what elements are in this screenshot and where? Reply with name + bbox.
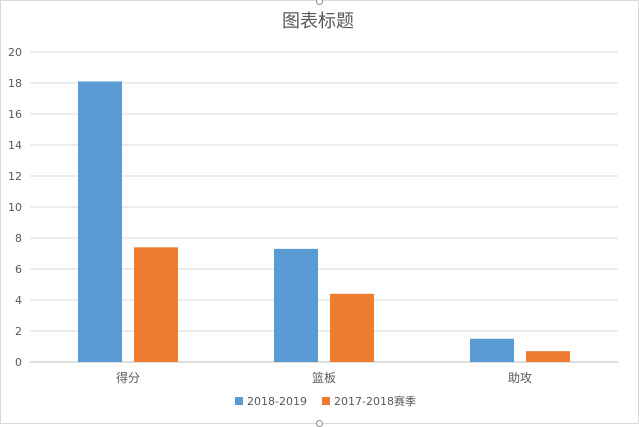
y-tick-label: 8 <box>15 232 22 245</box>
y-tick-label: 6 <box>15 263 22 276</box>
legend: 2018-2019 2017-2018赛季 <box>235 394 416 408</box>
bar[interactable] <box>470 338 514 362</box>
legend-swatch <box>322 397 330 405</box>
chart-title: 图表标题 <box>282 11 354 32</box>
legend-swatch <box>235 397 243 405</box>
bars <box>78 81 570 362</box>
y-tick-label: 4 <box>15 294 22 307</box>
bar[interactable] <box>78 81 122 362</box>
y-axis-ticks: 0 2 4 6 8 10 12 14 16 18 20 <box>8 46 22 369</box>
legend-label: 2017-2018赛季 <box>334 394 416 408</box>
y-tick-label: 20 <box>8 46 22 59</box>
resize-handle-top[interactable] <box>316 0 323 5</box>
category-labels: 得分 篮板 助攻 <box>116 370 532 385</box>
y-tick-label: 12 <box>8 170 22 183</box>
category-label: 助攻 <box>508 371 532 385</box>
bar[interactable] <box>330 293 374 362</box>
y-tick-label: 10 <box>8 201 22 214</box>
category-label: 得分 <box>116 370 140 385</box>
y-tick-label: 0 <box>15 356 22 369</box>
category-label: 篮板 <box>312 370 336 385</box>
bar[interactable] <box>274 248 318 362</box>
y-tick-label: 14 <box>8 139 22 152</box>
y-tick-label: 16 <box>8 108 22 121</box>
bar[interactable] <box>526 351 570 362</box>
legend-label: 2018-2019 <box>247 395 307 408</box>
y-tick-label: 18 <box>8 77 22 90</box>
gridlines <box>30 51 618 363</box>
bar[interactable] <box>134 247 178 362</box>
y-tick-label: 2 <box>15 325 22 338</box>
